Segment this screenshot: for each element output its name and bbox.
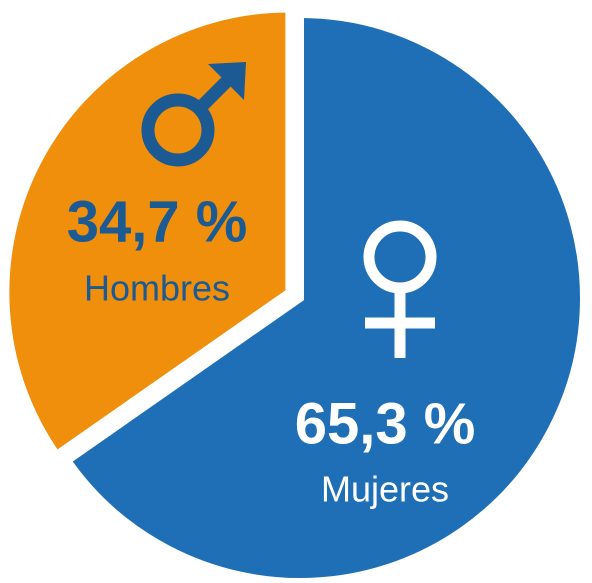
pie-slice xyxy=(61,9,588,583)
value-label: 65,3 % xyxy=(295,391,476,456)
category-label: Mujeres xyxy=(321,469,449,510)
slices xyxy=(1,4,588,583)
female-icon xyxy=(363,220,437,358)
male-icon xyxy=(141,62,246,167)
category-label: Hombres xyxy=(84,268,230,309)
labels: 65,3 % Mujeres 34,7 % Hombres xyxy=(67,189,476,509)
pie-slice xyxy=(1,4,294,461)
icons xyxy=(141,62,437,358)
value-label: 34,7 % xyxy=(67,189,248,254)
